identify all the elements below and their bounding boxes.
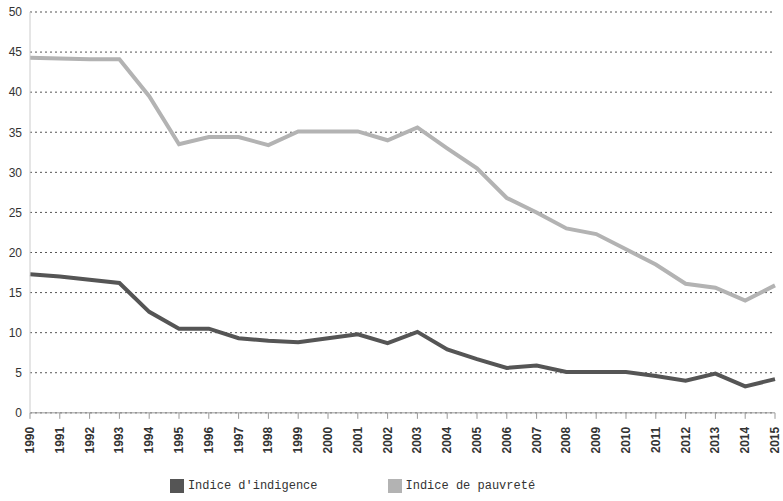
- svg-text:2008: 2008: [559, 427, 573, 454]
- html-text:Indice de pauvreté: Indice de pauvreté: [405, 479, 536, 493]
- svg-text:1997: 1997: [232, 427, 246, 454]
- svg-text:1992: 1992: [83, 427, 97, 454]
- svg-text:2015: 2015: [768, 427, 775, 454]
- svg-text:1990: 1990: [23, 427, 37, 454]
- svg-text:2001: 2001: [351, 427, 365, 454]
- svg-text:2014: 2014: [738, 427, 752, 454]
- svg-text:1993: 1993: [112, 427, 126, 454]
- svg-text:35: 35: [9, 126, 23, 140]
- svg-text:25: 25: [9, 206, 23, 220]
- svg-text:1998: 1998: [261, 427, 275, 454]
- svg-text:15: 15: [9, 286, 23, 300]
- svg-text:2013: 2013: [708, 427, 722, 454]
- svg-text:2004: 2004: [440, 427, 454, 454]
- html-text:Indice d'indigence: Indice d'indigence: [187, 479, 318, 493]
- svg-text:2003: 2003: [410, 427, 424, 454]
- svg-text:0: 0: [15, 406, 22, 420]
- svg-text:20: 20: [9, 246, 23, 260]
- svg-text:2012: 2012: [679, 427, 693, 454]
- svg-text:10: 10: [9, 326, 23, 340]
- svg-text:2002: 2002: [381, 427, 395, 454]
- svg-text:1991: 1991: [53, 427, 67, 454]
- svg-text:1995: 1995: [172, 427, 186, 454]
- svg-text:2007: 2007: [530, 427, 544, 454]
- svg-text:1994: 1994: [142, 427, 156, 454]
- svg-text:2006: 2006: [500, 427, 514, 454]
- svg-text:2009: 2009: [589, 427, 603, 454]
- svg-text:1999: 1999: [291, 427, 305, 454]
- svg-text:30: 30: [9, 166, 23, 180]
- svg-text:2005: 2005: [470, 427, 484, 454]
- svg-text:50: 50: [9, 5, 23, 19]
- svg-text:45: 45: [9, 45, 23, 59]
- svg-text:40: 40: [9, 85, 23, 99]
- svg-text:5: 5: [15, 366, 22, 380]
- svg-text:2000: 2000: [321, 427, 335, 454]
- svg-text:2011: 2011: [649, 427, 663, 453]
- svg-text:2010: 2010: [619, 427, 633, 454]
- svg-text:1996: 1996: [202, 427, 216, 454]
